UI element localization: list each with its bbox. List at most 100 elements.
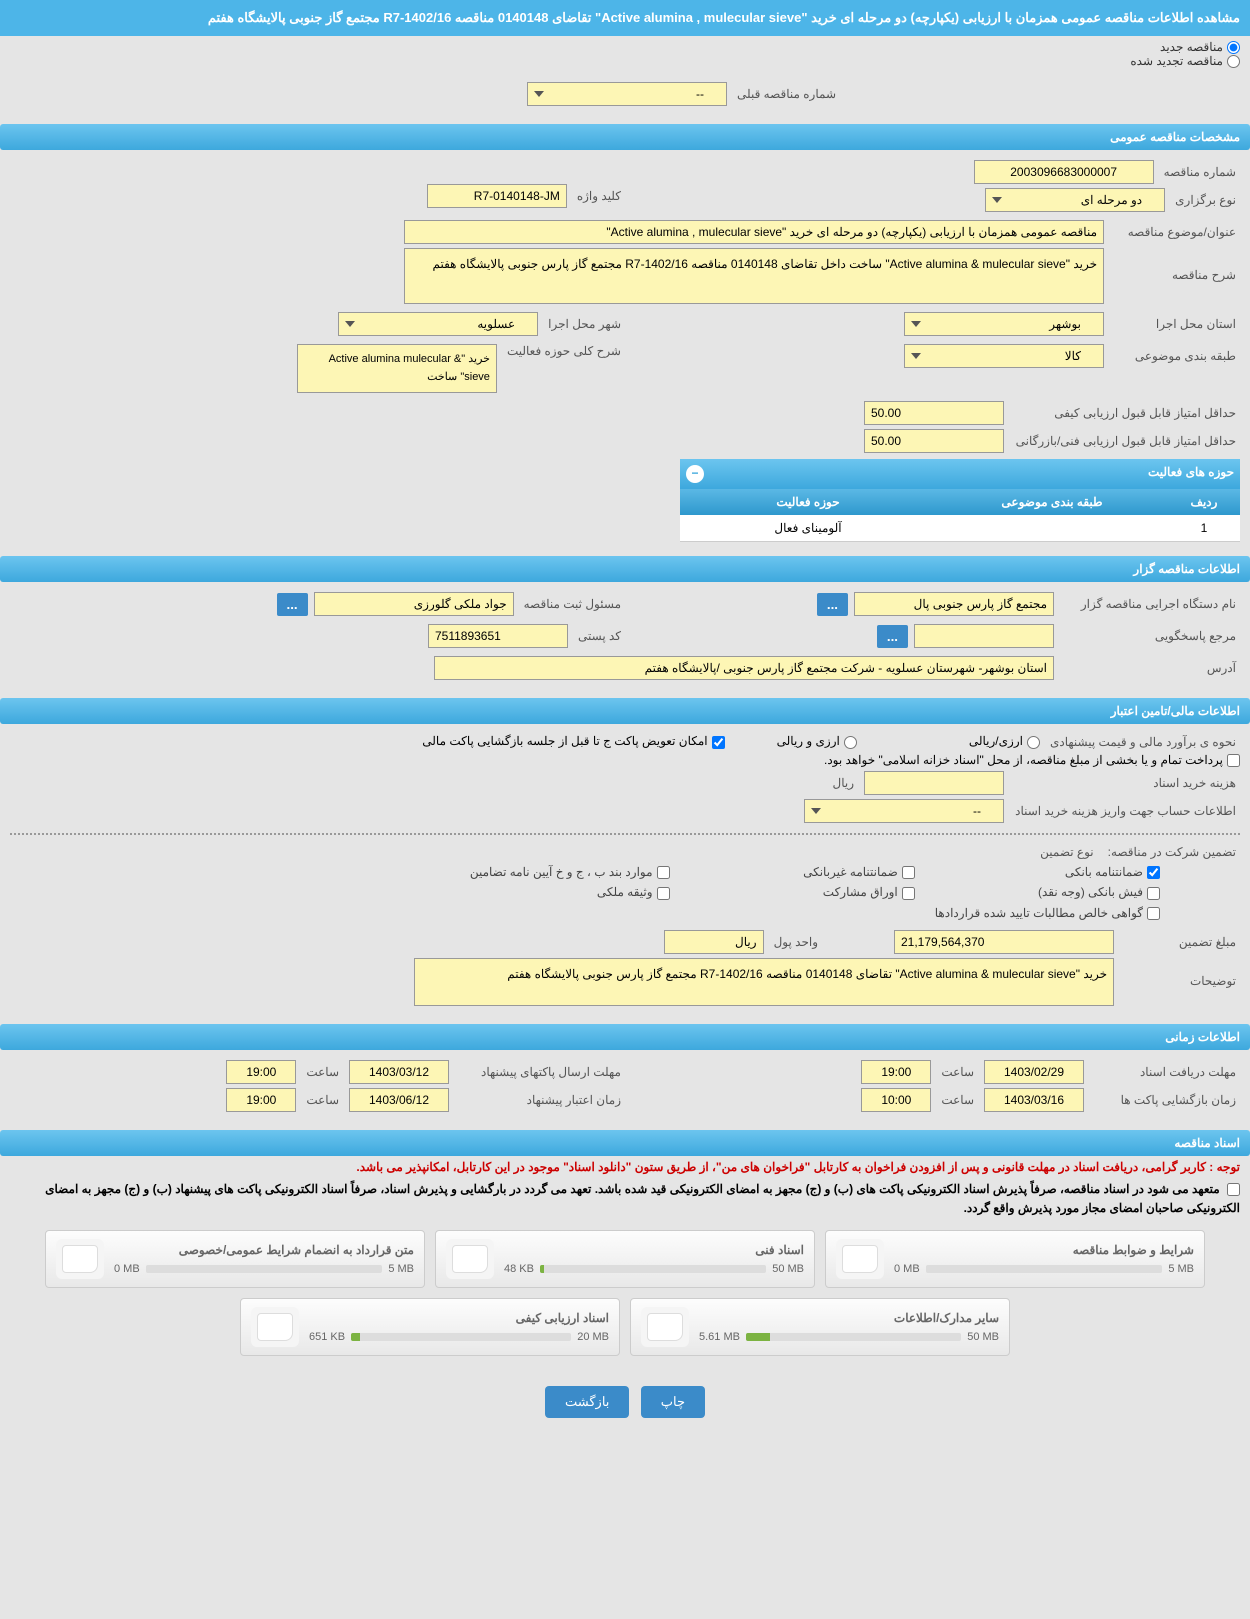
document-card[interactable]: متن قرارداد به انضمام شرایط عمومی/خصوصی0… [45, 1230, 425, 1288]
amount-field: 21,179,564,370 [894, 930, 1114, 954]
document-card[interactable]: سایر مدارک/اطلاعات5.61 MB50 MB [630, 1298, 1010, 1356]
min-tech-field: 50.00 [864, 429, 1004, 453]
checkbox-swap[interactable]: امکان تعویض پاکت ج تا قبل از جلسه بازگشا… [422, 734, 724, 748]
validity-time: 19:00 [226, 1088, 296, 1112]
scope-textarea[interactable]: خرید "& Active alumina mulecular sieve" … [297, 344, 497, 393]
activity-areas-header: حوزه های فعالیت − [680, 459, 1240, 489]
addr-label: آدرس [1060, 661, 1240, 675]
min-qual-label: حداقل امتیاز قابل قبول ارزیابی کیفی [1010, 406, 1240, 420]
time-label-4: ساعت [302, 1093, 343, 1107]
prev-tender-label: شماره مناقصه قبلی [733, 87, 840, 101]
document-card[interactable]: اسناد ارزیابی کیفی651 KB20 MB [240, 1298, 620, 1356]
notes-label: توضیحات [1120, 958, 1240, 988]
checkbox-bank[interactable]: ضمانتنامه بانکی [935, 865, 1160, 879]
checkbox-securities[interactable]: اوراق مشارکت [690, 885, 915, 899]
document-card[interactable]: اسناد فنی48 KB50 MB [435, 1230, 815, 1288]
guarantee-section-label: تضمین شرکت در مناقصه: [1104, 845, 1240, 859]
document-total: 20 MB [577, 1331, 609, 1343]
folder-icon [56, 1239, 104, 1279]
print-button[interactable]: چاپ [641, 1386, 705, 1418]
radio-both[interactable]: ارزی و ریالی [777, 734, 857, 748]
folder-icon [836, 1239, 884, 1279]
radio-rial[interactable]: ارزی/ریالی [969, 734, 1040, 748]
city-select[interactable]: عسلویه [338, 312, 538, 336]
province-select[interactable]: بوشهر [904, 312, 1104, 336]
amount-label: مبلغ تضمین [1120, 935, 1240, 949]
post-label: کد پستی [574, 629, 625, 643]
currency-label: ریال [828, 776, 858, 790]
checkbox-cash[interactable]: فیش بانکی (وجه نقد) [935, 885, 1160, 899]
cell-idx: 1 [1174, 521, 1234, 535]
document-used: 0 MB [114, 1263, 140, 1275]
tender-no-field: 2003096683000007 [974, 160, 1154, 184]
min-tech-label: حداقل امتیاز قابل قبول ارزیابی فنی/بازرگ… [1010, 434, 1240, 448]
page-title: مشاهده اطلاعات مناقصه عمومی همزمان با ار… [0, 0, 1250, 36]
radio-new-label: مناقصه جدید [1160, 40, 1223, 54]
section-documents: اسناد مناقصه [0, 1130, 1250, 1156]
tender-mode-radios: مناقصه جدید مناقصه تجدید شده [0, 36, 1250, 73]
document-total: 50 MB [967, 1331, 999, 1343]
document-used: 0 MB [894, 1263, 920, 1275]
guarantee-type-label: نوع تضمین [1036, 845, 1097, 859]
validity-label: زمان اعتبار پیشنهاد [455, 1093, 625, 1107]
open-label: زمان بازگشایی پاکت ها [1090, 1093, 1240, 1107]
checkbox-nonbank[interactable]: ضمانتنامه غیربانکی [690, 865, 915, 879]
prev-tender-select[interactable]: -- [527, 82, 727, 106]
notice-black-text: متعهد می شود در اسناد مناقصه، صرفاً پذیر… [45, 1182, 1240, 1215]
doc-cost-field[interactable] [864, 771, 1004, 795]
ref-label: مرجع پاسخگویی [1060, 629, 1240, 643]
radio-new-tender[interactable]: مناقصه جدید [1160, 40, 1240, 54]
checkbox-receivables[interactable]: گواهی خالص مطالبات تایید شده قراردادها [935, 906, 1160, 920]
document-title: شرایط و ضوابط مناقصه [894, 1243, 1194, 1257]
folder-icon [446, 1239, 494, 1279]
doc-deadline-date: 1403/02/29 [984, 1060, 1084, 1084]
min-qual-field: 50.00 [864, 401, 1004, 425]
desc-textarea[interactable]: خرید "Active alumina & mulecular sieve" … [404, 248, 1104, 304]
collapse-icon[interactable]: − [686, 465, 704, 483]
separator [10, 833, 1240, 835]
radio-renewed-label: مناقصه تجدید شده [1130, 54, 1223, 68]
checkbox-property[interactable]: وثیقه ملکی [444, 885, 669, 899]
checkbox-treasury[interactable]: پرداخت تمام و یا بخشی از مبلغ مناقصه، از… [824, 753, 1240, 767]
validity-date: 1403/06/12 [349, 1088, 449, 1112]
radio-both-label: ارزی و ریالی [777, 734, 840, 748]
back-button[interactable]: بازگشت [545, 1386, 629, 1418]
col-idx: ردیف [1174, 495, 1234, 509]
col-category: طبقه بندی موضوعی [930, 495, 1174, 509]
guarantee-checkbox-grid: ضمانتنامه بانکی ضمانتنامه غیربانکی موارد… [199, 865, 1240, 920]
activity-table-row: 1 آلومینای فعال [680, 515, 1240, 542]
ref-field[interactable] [914, 624, 1054, 648]
addr-field: استان بوشهر- شهرستان عسلویه - شرکت مجتمع… [434, 656, 1054, 680]
category-select[interactable]: کالا [904, 344, 1104, 368]
notes-textarea[interactable]: خرید "Active alumina & mulecular sieve" … [414, 958, 1114, 1006]
col-area: حوزه فعالیت [686, 495, 930, 509]
folder-icon [641, 1307, 689, 1347]
exec-lookup-button[interactable]: ... [817, 593, 848, 616]
category-label: طبقه بندی موضوعی [1110, 349, 1240, 363]
estimate-label: نحوه ی برآورد مالی و قیمت پیشنهادی [1046, 735, 1240, 749]
checkbox-treasury-label: پرداخت تمام و یا بخشی از مبلغ مناقصه، از… [824, 753, 1223, 767]
document-card[interactable]: شرایط و ضوابط مناقصه 0 MB 5 MB [825, 1230, 1205, 1288]
key-field: R7-0140148-JM [427, 184, 567, 208]
resp-lookup-button[interactable]: ... [277, 593, 308, 616]
document-progress-bar [351, 1333, 571, 1341]
unit-field: ریال [664, 930, 764, 954]
document-total: 5 MB [1168, 1263, 1194, 1275]
ref-lookup-button[interactable]: ... [877, 625, 908, 648]
time-label-2: ساعت [937, 1093, 978, 1107]
type-select[interactable]: دو مرحله ای [985, 188, 1165, 212]
checkbox-commit[interactable] [1227, 1183, 1240, 1196]
document-title: سایر مدارک/اطلاعات [699, 1311, 999, 1325]
checkbox-items[interactable]: موارد بند ب ، ج و خ آیین نامه تضامین [444, 865, 669, 879]
doc-deadline-label: مهلت دریافت اسناد [1090, 1065, 1240, 1079]
radio-rial-label: ارزی/ریالی [969, 734, 1023, 748]
account-select[interactable]: -- [804, 799, 1004, 823]
document-progress-bar [146, 1265, 383, 1273]
footer-buttons: چاپ بازگشت [0, 1366, 1250, 1438]
bid-deadline-time: 19:00 [226, 1060, 296, 1084]
city-label: شهر محل اجرا [544, 317, 625, 331]
folder-icon [251, 1307, 299, 1347]
radio-renewed-tender[interactable]: مناقصه تجدید شده [1130, 54, 1240, 68]
document-total: 50 MB [772, 1263, 804, 1275]
account-label: اطلاعات حساب جهت واریز هزینه خرید اسناد [1010, 804, 1240, 818]
